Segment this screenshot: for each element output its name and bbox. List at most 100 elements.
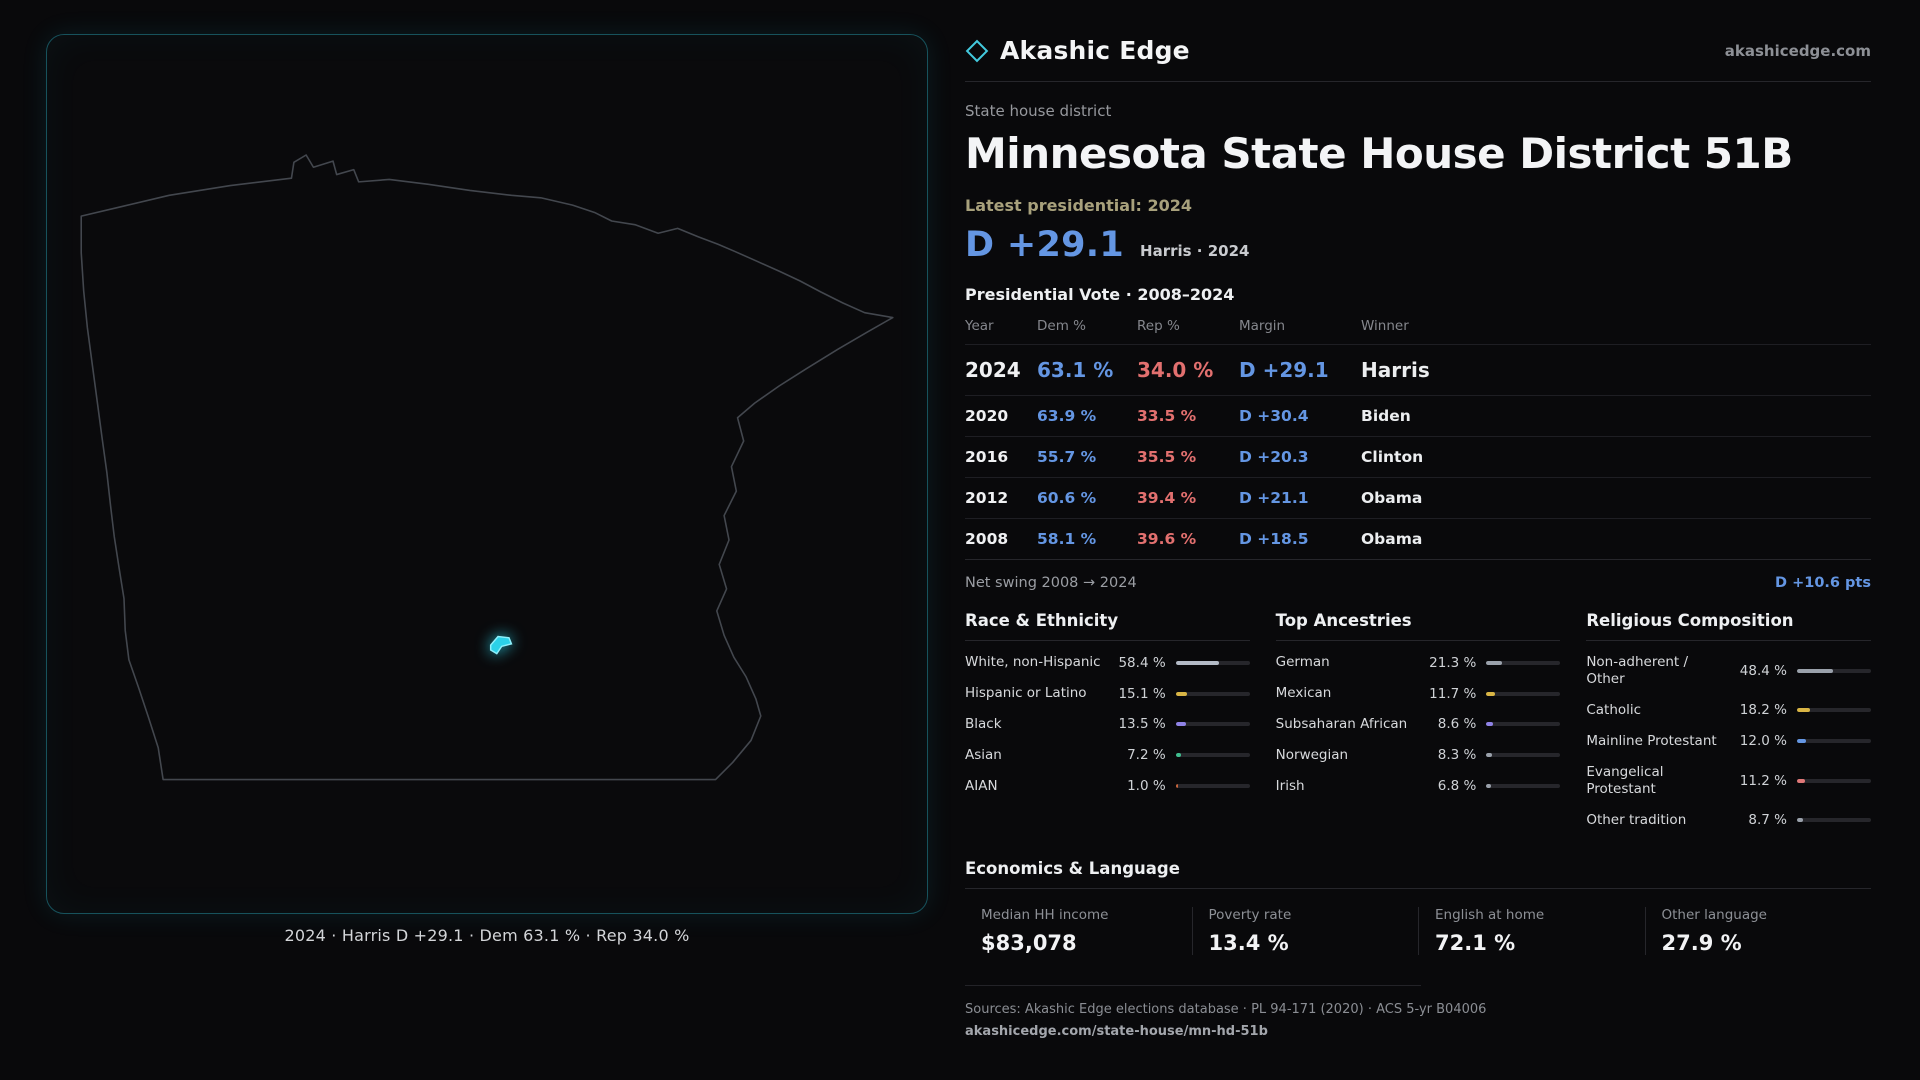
ancestries-title: Top Ancestries: [1275, 611, 1561, 642]
stat-label: Other language: [1661, 907, 1767, 924]
demo-value: 15.1 %: [1118, 685, 1166, 702]
demo-row: Subsaharan African 8.6 %: [1276, 709, 1561, 740]
vote-cell-winner: Biden: [1361, 407, 1411, 426]
demo-value: 11.7 %: [1429, 685, 1477, 702]
demo-row: White, non-Hispanic 58.4 %: [965, 647, 1250, 678]
demo-label: AIAN: [965, 777, 998, 794]
demo-label: Non-adherent / Other: [1586, 654, 1689, 688]
demo-bar-fill: [1796, 817, 1804, 822]
demo-bar-track: [1796, 739, 1871, 744]
vote-row-2024: 2024 63.1 % 34.0 % D +29.1 Harris: [965, 344, 1871, 395]
demo-bar-track: [1175, 660, 1250, 665]
vote-table: Year Dem % Rep % Margin Winner 2024 63.1 …: [965, 318, 1871, 561]
demo-row: Mexican 11.7 %: [1276, 678, 1561, 709]
stat-label: Poverty rate: [1208, 907, 1292, 924]
vote-cell-dem: 63.1 %: [1037, 358, 1114, 383]
net-swing-value: D +10.6 pts: [1775, 575, 1871, 592]
religion-section: Religious Composition Non-adherent / Oth…: [1586, 611, 1871, 835]
economics-section: Economics & Language Median HH income $83…: [965, 859, 1871, 956]
stat-poverty-rate: Poverty rate 13.4 %: [1191, 907, 1419, 956]
demo-label: Black: [965, 716, 1002, 733]
ancestries-rows: German 21.3 % Mexican 11.7 % Subsaharan Afri…: [1276, 647, 1561, 801]
demo-bar-track: [1486, 722, 1561, 727]
vote-cell-year: 2024: [965, 358, 1021, 383]
vote-cell-margin: D +30.4: [1239, 407, 1309, 426]
demo-value: 8.6 %: [1437, 716, 1477, 733]
site-domain-link[interactable]: akashicedge.com: [1724, 41, 1871, 60]
demo-bar-fill: [1796, 708, 1811, 713]
col-rep: Rep %: [1137, 318, 1180, 335]
net-swing-row: Net swing 2008 → 2024 D +10.6 pts: [965, 575, 1871, 591]
vote-cell-dem: 55.7 %: [1037, 448, 1097, 467]
site-header: Akashic Edge akashicedge.com: [965, 0, 1871, 65]
col-year: Year: [965, 318, 994, 335]
demo-bar-fill: [1486, 784, 1492, 789]
demo-bar-fill: [1796, 669, 1833, 674]
content-panel: Akashic Edge akashicedge.com State house…: [965, 0, 1871, 1039]
demo-bar-fill: [1175, 722, 1186, 727]
vote-cell-rep: 39.4 %: [1137, 489, 1197, 508]
demo-value: 6.8 %: [1437, 778, 1477, 795]
vote-cell-margin: D +29.1: [1239, 358, 1329, 383]
demo-bar-fill: [1486, 722, 1493, 727]
demo-bar-fill: [1175, 753, 1181, 758]
stat-value: $83,078: [981, 931, 1077, 956]
vote-row-2020: 2020 63.9 % 33.5 % D +30.4 Biden: [965, 395, 1871, 436]
demo-row: German 21.3 %: [1276, 647, 1561, 678]
demo-bar-track: [1175, 753, 1250, 758]
demo-bar-track: [1175, 691, 1250, 696]
stat-value: 13.4 %: [1208, 931, 1289, 956]
demo-value: 11.2 %: [1739, 772, 1787, 789]
demo-value: 21.3 %: [1429, 654, 1477, 671]
vote-cell-winner: Clinton: [1361, 448, 1424, 467]
demo-row: Norwegian 8.3 %: [1276, 740, 1561, 771]
demo-bar-track: [1486, 784, 1561, 789]
vote-row-2016: 2016 55.7 % 35.5 % D +20.3 Clinton: [965, 436, 1871, 477]
demo-label: Norwegian: [1275, 746, 1349, 763]
brand-name: Akashic Edge: [1000, 36, 1190, 65]
district-type-label: State house district: [965, 102, 1112, 120]
demo-label: Hispanic or Latino: [965, 685, 1087, 702]
vote-row-2012: 2012 60.6 % 39.4 % D +21.1 Obama: [965, 477, 1871, 518]
demo-bar-track: [1486, 660, 1561, 665]
demo-row: Mainline Protestant 12.0 %: [1586, 726, 1871, 757]
map-caption: 2024 · Harris D +29.1 · Dem 63.1 % · Rep…: [284, 926, 690, 945]
vote-cell-winner: Obama: [1361, 530, 1423, 549]
headline-margin: D +29.1: [965, 225, 1125, 266]
demo-row: Asian 7.2 %: [965, 740, 1250, 771]
economics-stats: Median HH income $83,078 Poverty rate 13.4 …: [965, 907, 1871, 956]
demo-value: 58.4 %: [1118, 654, 1166, 671]
vote-row-2008: 2008 58.1 % 39.6 % D +18.5 Obama: [965, 518, 1871, 559]
demo-label: Asian: [965, 746, 1002, 763]
demo-value: 13.5 %: [1118, 716, 1166, 733]
demo-bar-fill: [1486, 660, 1503, 665]
race-rows: White, non-Hispanic 58.4 % Hispanic or Lat…: [965, 647, 1250, 801]
vote-cell-year: 2016: [965, 448, 1009, 467]
ancestries-section: Top Ancestries German 21.3 % Mexican 11.7 %…: [1275, 611, 1561, 835]
religion-rows: Non-adherent / Other 48.4 % Catholic 18.2 %…: [1586, 647, 1871, 835]
map-panel: [46, 34, 928, 914]
latest-presidential-label: Latest presidential: 2024: [965, 196, 1193, 216]
race-ethnicity-title: Race & Ethnicity: [965, 611, 1250, 642]
demo-value: 8.7 %: [1748, 811, 1787, 828]
vote-cell-rep: 33.5 %: [1137, 407, 1197, 426]
vote-cell-dem: 63.9 %: [1037, 407, 1097, 426]
brand-link[interactable]: Akashic Edge: [965, 36, 1190, 65]
economics-title: Economics & Language: [965, 859, 1871, 890]
vote-cell-winner: Harris: [1361, 358, 1430, 383]
stat-median-hh-income: Median HH income $83,078: [965, 907, 1192, 955]
demo-bar-track: [1486, 753, 1561, 758]
minnesota-outline: [80, 154, 894, 781]
vote-cell-dem: 60.6 %: [1037, 489, 1097, 508]
demo-bar-fill: [1796, 778, 1806, 783]
vote-cell-year: 2020: [965, 407, 1009, 426]
demo-bar-fill: [1175, 691, 1187, 696]
permalink-link[interactable]: akashicedge.com/state-house/mn-hd-51b: [965, 1024, 1268, 1040]
col-margin: Margin: [1239, 318, 1286, 335]
vote-cell-year: 2008: [965, 530, 1009, 549]
stat-label: English at home: [1435, 907, 1545, 924]
district-51b-shape[interactable]: [489, 635, 513, 655]
vote-cell-winner: Obama: [1361, 489, 1423, 508]
demo-value: 12.0 %: [1739, 733, 1787, 750]
